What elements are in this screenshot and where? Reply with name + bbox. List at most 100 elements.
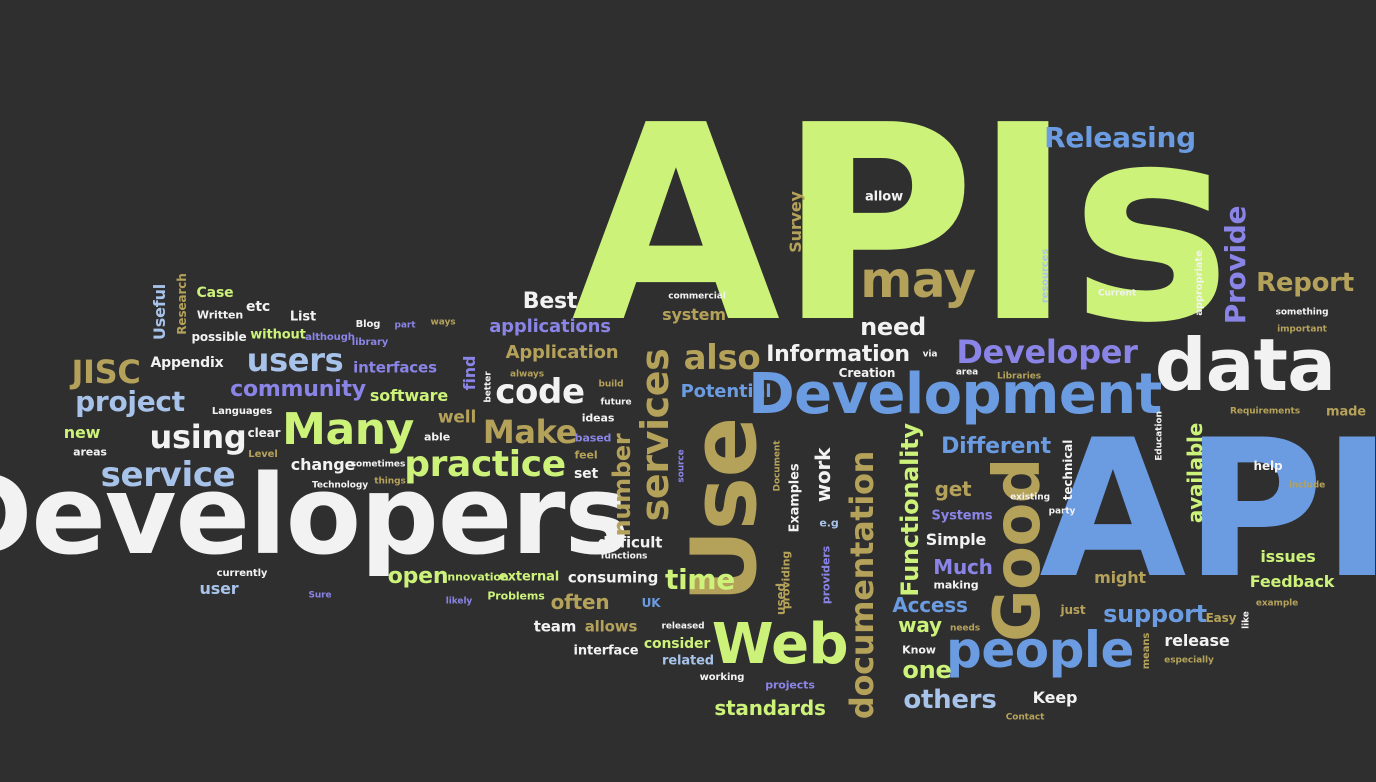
word-blog: Blog bbox=[355, 319, 381, 330]
word-api: API bbox=[1039, 399, 1376, 620]
word-build: build bbox=[598, 379, 624, 390]
word-future: future bbox=[600, 397, 632, 408]
word-allow: allow bbox=[865, 189, 903, 205]
word-consider: consider bbox=[643, 636, 711, 652]
word-sure: Sure bbox=[308, 590, 332, 601]
word-work: work bbox=[811, 447, 835, 503]
word-also: also bbox=[683, 338, 761, 378]
word-know: Know bbox=[902, 643, 936, 657]
word-feedback: Feedback bbox=[1249, 572, 1335, 591]
word-developers: Developers bbox=[0, 451, 630, 579]
word-project: project bbox=[75, 385, 185, 418]
word-written: Written bbox=[196, 308, 244, 322]
word-via: via bbox=[922, 349, 938, 360]
word-make: Make bbox=[482, 413, 578, 451]
word-new: new bbox=[63, 423, 101, 442]
word-feel: feel bbox=[574, 448, 598, 462]
word-often: often bbox=[550, 590, 610, 614]
word-developer: Developer bbox=[956, 333, 1138, 371]
word-release: release bbox=[1164, 631, 1230, 650]
word-using: using bbox=[149, 418, 247, 456]
word-survey: Survey bbox=[786, 191, 805, 253]
word-likely: likely bbox=[445, 596, 473, 607]
word-used: used bbox=[774, 583, 788, 615]
word-community: community bbox=[230, 377, 366, 402]
word-external: external bbox=[498, 569, 560, 585]
word-information: Information bbox=[766, 342, 910, 367]
word-library: library bbox=[351, 337, 389, 348]
word-potential: Potential bbox=[680, 381, 772, 402]
word-list: List bbox=[289, 309, 317, 325]
word-provide: Provide bbox=[1219, 205, 1252, 325]
word-interfaces: interfaces bbox=[353, 358, 437, 377]
word-need: need bbox=[860, 313, 926, 341]
word-service: service bbox=[100, 455, 236, 495]
word-making: making bbox=[933, 578, 979, 592]
word-allows: allows bbox=[584, 617, 638, 636]
word-education: Education bbox=[1154, 411, 1165, 461]
word-functions: functions bbox=[600, 551, 648, 562]
word-resources: resources bbox=[1040, 248, 1051, 304]
word-different: Different bbox=[941, 434, 1051, 459]
word-system: system bbox=[662, 305, 726, 324]
word-consuming: consuming bbox=[567, 568, 659, 587]
word-number: number bbox=[608, 433, 636, 537]
word-software: software bbox=[369, 386, 449, 405]
word-area: area bbox=[955, 367, 979, 378]
word-made: made bbox=[1326, 404, 1366, 420]
word-set: set bbox=[573, 466, 599, 482]
word-documentation: documentation bbox=[843, 450, 881, 720]
word-part: part bbox=[394, 320, 416, 331]
word-better: better bbox=[483, 371, 494, 403]
word-current: Current bbox=[1097, 288, 1137, 299]
word-interface: interface bbox=[573, 643, 639, 659]
word-application: Application bbox=[505, 342, 619, 363]
word-source: source bbox=[676, 449, 687, 483]
word-uk: UK bbox=[641, 596, 661, 610]
word-issues: issues bbox=[1260, 547, 1316, 566]
word-although: although bbox=[305, 332, 355, 343]
word-things: things bbox=[374, 476, 406, 487]
word-code: code bbox=[495, 372, 585, 412]
word-requirements: Requirements bbox=[1230, 406, 1300, 417]
word-open: open bbox=[387, 564, 449, 589]
word-like: like bbox=[1241, 611, 1252, 629]
word-releasing: Releasing bbox=[1044, 121, 1196, 154]
word-many: Many bbox=[282, 404, 414, 455]
word-users: users bbox=[246, 341, 344, 379]
word-just: just bbox=[1060, 603, 1086, 617]
word-jisc: JISC bbox=[71, 353, 141, 391]
word-one: one bbox=[902, 656, 952, 684]
word-providers: providers bbox=[819, 545, 833, 605]
word-keep: Keep bbox=[1032, 688, 1078, 707]
word-apis: APIs bbox=[571, 67, 1231, 382]
word-time: time bbox=[664, 563, 736, 596]
word-ideas: ideas bbox=[581, 411, 615, 425]
word-party: party bbox=[1048, 506, 1076, 517]
word-simple: Simple bbox=[925, 530, 987, 549]
word-functionality: Functionality bbox=[896, 423, 924, 597]
word-examples: Examples bbox=[787, 463, 803, 533]
word-standards: standards bbox=[714, 696, 826, 720]
word-support: support bbox=[1103, 600, 1207, 628]
word-might: might bbox=[1094, 568, 1146, 587]
word-others: others bbox=[903, 685, 997, 715]
word-areas: areas bbox=[73, 445, 107, 459]
word-projects: projects bbox=[765, 678, 815, 692]
word-means: means bbox=[1141, 632, 1152, 670]
word-possible: possible bbox=[191, 330, 247, 344]
word-without: without bbox=[250, 327, 306, 343]
word-research: Research bbox=[175, 273, 189, 335]
word-languages: Languages bbox=[211, 406, 273, 417]
word-case: Case bbox=[196, 285, 234, 301]
word-creation: Creation bbox=[838, 366, 896, 380]
word-change: change bbox=[290, 455, 356, 474]
word-development: Development bbox=[748, 362, 1162, 427]
word-easy: Easy bbox=[1205, 611, 1237, 625]
word-needs: needs bbox=[950, 623, 980, 634]
word-appropriate: appropriate bbox=[1194, 250, 1205, 316]
word-sometimes: sometimes bbox=[350, 459, 406, 470]
word-user: user bbox=[199, 579, 239, 598]
word-problems: Problems bbox=[487, 589, 545, 603]
